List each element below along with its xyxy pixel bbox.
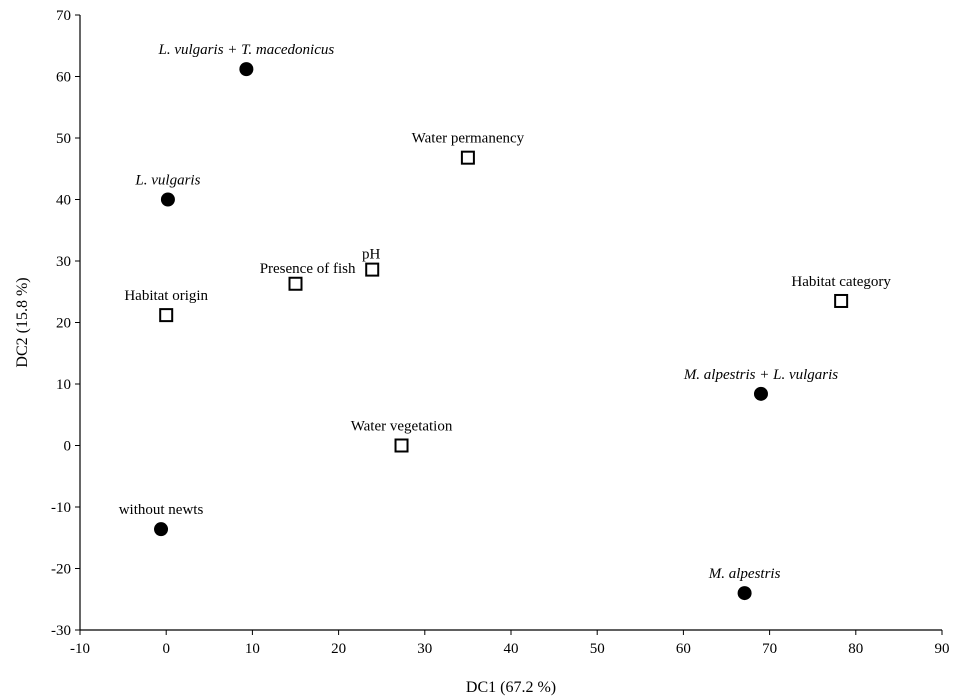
data-point-label: M. alpestris + L. vulgaris xyxy=(683,367,838,383)
data-points: L. vulgaris + T. macedonicus L. vulgaris M… xyxy=(119,42,891,601)
data-point-circle xyxy=(239,62,254,77)
y-tick-label: 70 xyxy=(56,8,71,24)
data-point-label: L. vulgaris + T. macedonicus xyxy=(158,42,335,58)
x-tick-label: 70 xyxy=(762,641,777,657)
data-point-square xyxy=(365,262,380,277)
data-point-circle xyxy=(753,386,768,401)
axes xyxy=(79,15,942,631)
y-tick-label: 20 xyxy=(56,316,71,332)
x-tick-label: 20 xyxy=(331,641,346,657)
data-point-square xyxy=(460,150,475,165)
y-tick-label: 60 xyxy=(56,70,71,86)
x-tick-label: -10 xyxy=(70,641,90,657)
data-point-label: without newts xyxy=(119,502,204,518)
data-point-label: Water vegetation xyxy=(351,419,453,435)
y-tick-label: 30 xyxy=(56,254,71,270)
x-tick-label: 90 xyxy=(935,641,950,657)
x-axis-title: DC1 (67.2 %) xyxy=(466,679,556,696)
x-tick-label: 50 xyxy=(590,641,605,657)
data-point-square xyxy=(159,308,174,323)
y-tick-label: -10 xyxy=(51,500,71,516)
y-axis-ticks: -30 -20 -10 0 10 20 30 40 50 60 70 xyxy=(51,8,80,639)
x-tick-label: 40 xyxy=(504,641,519,657)
x-tick-label: 0 xyxy=(162,641,170,657)
y-tick-label: -30 xyxy=(51,623,71,639)
data-point-label: Water permanency xyxy=(412,131,525,147)
data-point-label: Habitat origin xyxy=(124,288,208,304)
data-point-label: M. alpestris xyxy=(708,566,781,582)
y-axis-title: DC2 (15.8 %) xyxy=(14,277,31,367)
x-axis-ticks: -10 0 10 20 30 40 50 60 70 80 90 xyxy=(70,630,950,657)
data-point-square xyxy=(834,293,849,308)
x-tick-label: 80 xyxy=(848,641,863,657)
data-point-label: pH xyxy=(362,247,381,263)
data-point-label: Presence of fish xyxy=(260,261,356,277)
y-tick-label: 50 xyxy=(56,131,71,147)
x-tick-label: 60 xyxy=(676,641,691,657)
x-tick-label: 30 xyxy=(417,641,432,657)
y-tick-label: 0 xyxy=(64,439,72,455)
y-tick-label: 40 xyxy=(56,193,71,209)
data-point-circle xyxy=(160,192,175,207)
data-point-label: L. vulgaris xyxy=(134,173,200,189)
data-point-circle xyxy=(154,522,169,537)
data-point-label: Habitat category xyxy=(791,274,891,290)
data-point-square xyxy=(288,276,303,291)
data-point-square xyxy=(394,438,409,453)
y-tick-label: -20 xyxy=(51,562,71,578)
x-tick-label: 10 xyxy=(245,641,260,657)
data-point-circle xyxy=(737,586,752,601)
y-tick-label: 10 xyxy=(56,377,71,393)
